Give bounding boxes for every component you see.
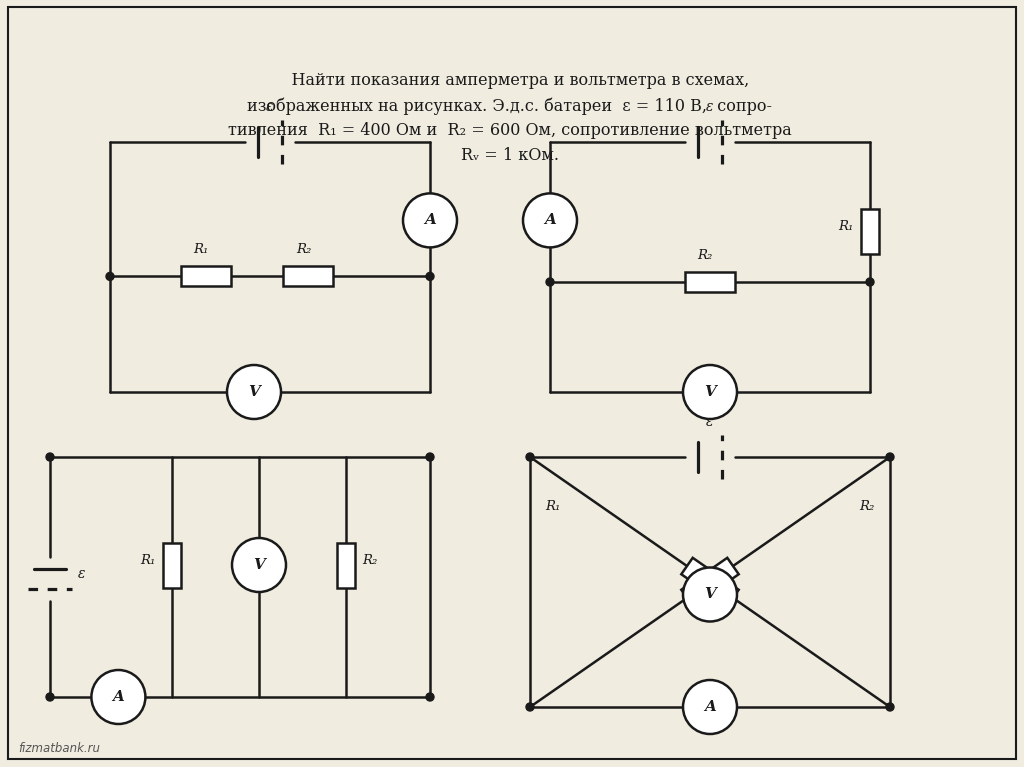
Bar xyxy=(163,542,180,588)
Text: R₂: R₂ xyxy=(362,554,378,567)
Bar xyxy=(284,266,334,286)
Circle shape xyxy=(227,365,281,419)
Bar xyxy=(181,266,231,286)
Text: R₂: R₂ xyxy=(296,243,311,256)
Circle shape xyxy=(866,278,874,286)
Text: R₁: R₁ xyxy=(194,243,209,256)
Text: V: V xyxy=(253,558,265,572)
Circle shape xyxy=(683,680,737,734)
Bar xyxy=(681,558,738,606)
Text: Найти показания амперметра и вольтметра в схемах,
изображенных на рисунках. Э.д.: Найти показания амперметра и вольтметра … xyxy=(228,72,792,164)
Text: A: A xyxy=(705,700,716,714)
Circle shape xyxy=(683,365,737,419)
Circle shape xyxy=(91,670,145,724)
Text: A: A xyxy=(113,690,124,704)
Circle shape xyxy=(46,693,54,701)
Circle shape xyxy=(886,453,894,461)
Circle shape xyxy=(886,703,894,711)
Text: R₁: R₁ xyxy=(140,554,156,567)
Circle shape xyxy=(106,272,114,281)
Circle shape xyxy=(526,703,534,711)
Text: R₁: R₁ xyxy=(545,501,560,513)
Circle shape xyxy=(46,453,54,461)
Bar xyxy=(337,542,355,588)
Text: V: V xyxy=(248,385,260,399)
Text: ε: ε xyxy=(78,567,85,581)
Bar xyxy=(861,209,879,254)
Bar xyxy=(685,272,735,292)
Circle shape xyxy=(403,193,457,248)
Text: R₁: R₁ xyxy=(839,220,854,233)
Circle shape xyxy=(526,453,534,461)
Text: ε: ε xyxy=(707,415,714,429)
Text: A: A xyxy=(424,213,436,227)
Text: fizmatbank.ru: fizmatbank.ru xyxy=(18,742,100,755)
Bar xyxy=(681,558,738,606)
Text: V: V xyxy=(705,385,716,399)
Circle shape xyxy=(546,278,554,286)
Circle shape xyxy=(426,272,434,281)
Circle shape xyxy=(523,193,577,248)
Circle shape xyxy=(426,693,434,701)
Circle shape xyxy=(683,568,737,621)
Circle shape xyxy=(232,538,286,592)
Circle shape xyxy=(426,453,434,461)
Text: ε: ε xyxy=(707,100,714,114)
Text: R₂: R₂ xyxy=(697,249,713,262)
Text: ε: ε xyxy=(266,100,273,114)
Text: V: V xyxy=(705,588,716,601)
Text: A: A xyxy=(544,213,556,227)
Text: R₂: R₂ xyxy=(859,501,874,513)
